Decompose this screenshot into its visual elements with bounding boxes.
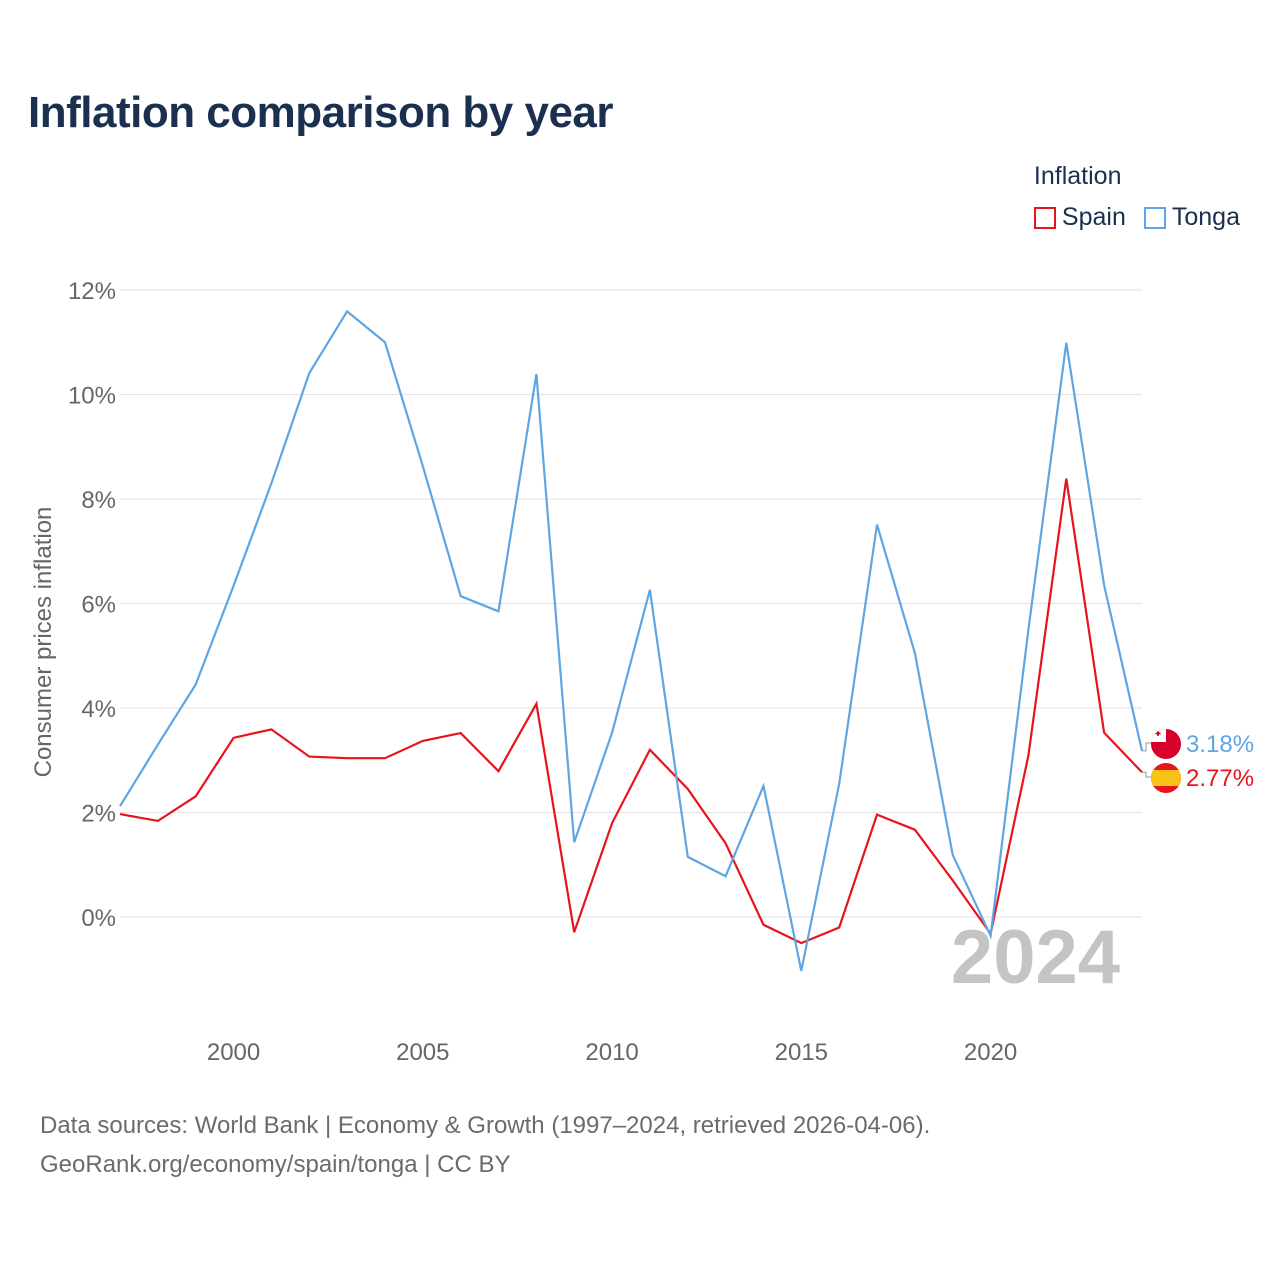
spain-flag-icon — [1151, 763, 1181, 793]
legend: Inflation Spain Tonga — [1033, 162, 1240, 232]
y-axis-label: Consumer prices inflation — [30, 507, 57, 778]
y-axis-ticks: 0% 2% 4% 6% 8% 10% 12% — [68, 278, 116, 932]
series-line-spain — [119, 478, 1143, 945]
x-tick-label: 2005 — [396, 1039, 449, 1066]
end-label-spain: 2.77% — [1186, 765, 1254, 792]
x-tick-label: 2020 — [964, 1039, 1017, 1066]
legend-item-spain[interactable]: Spain — [1033, 203, 1126, 232]
legend-title: Inflation — [1033, 162, 1122, 190]
series-line-tonga — [119, 309, 1144, 972]
y-tick-label: 8% — [81, 487, 116, 514]
source-note: Data sources: World Bank | Economy & Gro… — [40, 1106, 930, 1184]
x-tick-label: 2010 — [585, 1039, 638, 1066]
legend-label-spain: Spain — [1061, 203, 1126, 231]
year-watermark: 2024 — [951, 915, 1120, 1000]
legend-swatch-spain — [1033, 206, 1056, 229]
end-label-tonga: 3.18% — [1186, 731, 1254, 758]
tonga-flag-icon — [1151, 729, 1181, 759]
end-labels: 3.18% 2.77% — [1142, 729, 1254, 793]
y-tick-label: 6% — [81, 592, 116, 619]
y-tick-label: 4% — [81, 696, 116, 723]
x-tick-label: 2015 — [775, 1039, 828, 1066]
source-line-1: Data sources: World Bank | Economy & Gro… — [40, 1112, 931, 1139]
x-axis-ticks: 2000 2005 2010 2015 2020 — [207, 1039, 1017, 1066]
end-connector-spain — [1142, 771, 1152, 778]
legend-swatch-tonga — [1143, 206, 1166, 229]
y-tick-label: 10% — [68, 383, 116, 410]
legend-label-tonga: Tonga — [1171, 203, 1240, 231]
gridlines — [120, 289, 1142, 918]
y-tick-label: 0% — [81, 905, 116, 932]
y-tick-label: 2% — [81, 801, 116, 828]
source-line-2[interactable]: GeoRank.org/economy/spain/tonga | CC BY — [40, 1151, 511, 1178]
series-lines — [119, 309, 1144, 972]
y-tick-label: 12% — [68, 278, 116, 305]
legend-item-tonga[interactable]: Tonga — [1143, 203, 1240, 232]
end-connector-tonga — [1142, 742, 1152, 752]
x-tick-label: 2000 — [207, 1039, 260, 1066]
page-title: Inflation comparison by year — [28, 88, 614, 137]
